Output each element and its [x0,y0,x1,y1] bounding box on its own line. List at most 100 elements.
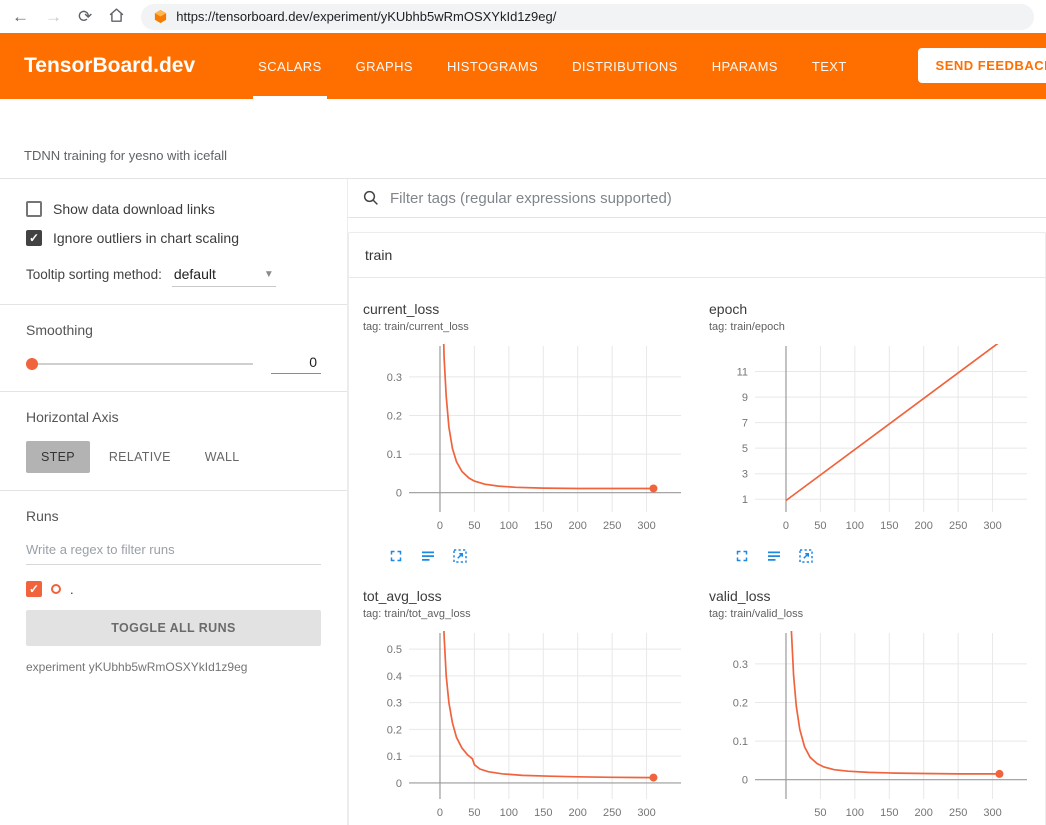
chart-card-epoch: epochtag: train/epoch0501001502002503001… [709,300,1039,567]
chart-tag: tag: train/valid_loss [709,607,1039,621]
send-feedback-button[interactable]: SEND FEEDBACK [918,48,1046,83]
svg-text:50: 50 [814,807,826,819]
svg-text:0: 0 [742,775,748,787]
svg-text:50: 50 [468,520,480,532]
runs-filter-input[interactable] [26,540,321,565]
svg-text:0.1: 0.1 [733,736,748,748]
chart-canvas[interactable]: 5010015020025030000.10.20.3 [709,625,1039,825]
svg-text:0.2: 0.2 [387,724,402,736]
tab-text[interactable]: TEXT [795,33,864,99]
ignore-outliers-checkbox[interactable] [26,230,42,246]
svg-text:200: 200 [569,520,587,532]
fit-domain-icon[interactable] [797,547,815,565]
tab-distributions[interactable]: DISTRIBUTIONS [555,33,695,99]
experiment-title: TDNN training for yesno with icefall [24,148,227,163]
back-icon[interactable]: ← [12,8,29,25]
fullscreen-icon[interactable] [387,547,405,565]
svg-text:3: 3 [742,469,748,481]
tooltip-sorting-value: default [174,266,216,282]
svg-text:200: 200 [915,520,933,532]
chart-canvas[interactable]: 0501001502002503001357911 [709,338,1039,540]
svg-text:200: 200 [915,807,933,819]
smoothing-slider-thumb[interactable] [26,358,38,370]
svg-text:250: 250 [949,807,967,819]
chart-tag: tag: train/current_loss [363,320,693,334]
log-scale-icon[interactable] [765,547,783,565]
svg-text:150: 150 [534,807,552,819]
app-header: TensorBoard.dev SCALARSGRAPHSHISTOGRAMSD… [0,33,1046,99]
tab-scalars[interactable]: SCALARS [241,33,339,99]
svg-text:9: 9 [742,392,748,404]
ignore-outliers-label: Ignore outliers in chart scaling [53,230,239,246]
run-color-swatch-icon [51,584,61,594]
run-checkbox[interactable] [26,581,42,597]
smoothing-label: Smoothing [26,322,321,338]
chart-card-tot_avg_loss: tot_avg_losstag: train/tot_avg_loss05010… [363,587,693,825]
divider [0,490,347,491]
tag-filter-bar [348,187,1046,218]
fullscreen-icon[interactable] [733,547,751,565]
axis-button-wall[interactable]: WALL [190,441,255,473]
tooltip-sorting-row: Tooltip sorting method: default ▼ [26,266,321,287]
fit-domain-icon[interactable] [451,547,469,565]
address-bar[interactable]: https://tensorboard.dev/experiment/yKUbh… [141,4,1034,30]
svg-text:250: 250 [603,807,621,819]
svg-text:300: 300 [983,807,1001,819]
divider [0,391,347,392]
svg-text:0.2: 0.2 [733,697,748,709]
chart-tag: tag: train/epoch [709,320,1039,334]
chart-toolbar [709,547,1039,567]
svg-text:250: 250 [603,520,621,532]
tooltip-sorting-select[interactable]: default ▼ [172,266,276,287]
svg-text:300: 300 [637,807,655,819]
runs-list: . [26,581,321,597]
svg-text:300: 300 [637,520,655,532]
runs-label: Runs [26,508,321,524]
ignore-outliers-row[interactable]: Ignore outliers in chart scaling [26,230,321,246]
run-row[interactable]: . [26,581,321,597]
reload-icon[interactable]: ⟳ [78,8,92,25]
tag-group-card: train current_loss tag: train/current_los… [348,232,1046,825]
axis-button-step[interactable]: STEP [26,441,90,473]
chart-tag: tag: train/tot_avg_loss [363,607,693,621]
experiment-caption: experiment yKUbhb5wRmOSXYkId1z9eg [26,660,321,674]
tab-graphs[interactable]: GRAPHS [339,33,430,99]
chart-toolbar [363,547,693,567]
tag-filter-input[interactable] [390,190,1032,207]
smoothing-slider[interactable] [26,363,253,365]
svg-text:100: 100 [500,520,518,532]
tab-hparams[interactable]: HPARAMS [695,33,795,99]
svg-text:11: 11 [737,367,748,379]
log-scale-icon[interactable] [419,547,437,565]
url-text[interactable]: https://tensorboard.dev/experiment/yKUbh… [176,9,556,24]
smoothing-value[interactable]: 0 [271,354,321,374]
dropdown-arrow-icon: ▼ [264,269,274,280]
axis-button-relative[interactable]: RELATIVE [94,441,186,473]
svg-text:0.1: 0.1 [387,449,402,461]
chart-title: current_loss [363,300,693,318]
forward-icon[interactable]: → [45,8,62,25]
svg-text:0: 0 [783,520,789,532]
tensorboard-favicon [153,9,168,24]
svg-text:0.1: 0.1 [387,751,402,763]
toggle-all-runs-button[interactable]: TOGGLE ALL RUNS [26,610,321,646]
brand-logo[interactable]: TensorBoard.dev [24,54,195,78]
main-panel: train current_loss tag: train/current_los… [348,179,1046,825]
chart-canvas[interactable]: 05010015020025030000.10.20.3 [363,338,693,540]
svg-text:100: 100 [500,807,518,819]
svg-text:0: 0 [396,488,402,500]
svg-text:150: 150 [880,520,898,532]
svg-text:7: 7 [742,418,748,430]
svg-text:250: 250 [949,520,967,532]
show-download-checkbox[interactable] [26,201,42,217]
charts-grid: current_loss tag: train/current_loss 0 50 10… [349,278,1045,825]
tooltip-sorting-label: Tooltip sorting method: [26,267,162,282]
home-icon[interactable] [108,7,125,27]
svg-text:300: 300 [983,520,1001,532]
tab-histograms[interactable]: HISTOGRAMS [430,33,555,99]
search-icon [362,189,380,207]
show-download-row[interactable]: Show data download links [26,201,321,217]
svg-text:200: 200 [569,807,587,819]
tag-group-header[interactable]: train [349,233,1045,278]
chart-canvas[interactable]: 05010015020025030000.10.20.30.40.5 [363,625,693,825]
